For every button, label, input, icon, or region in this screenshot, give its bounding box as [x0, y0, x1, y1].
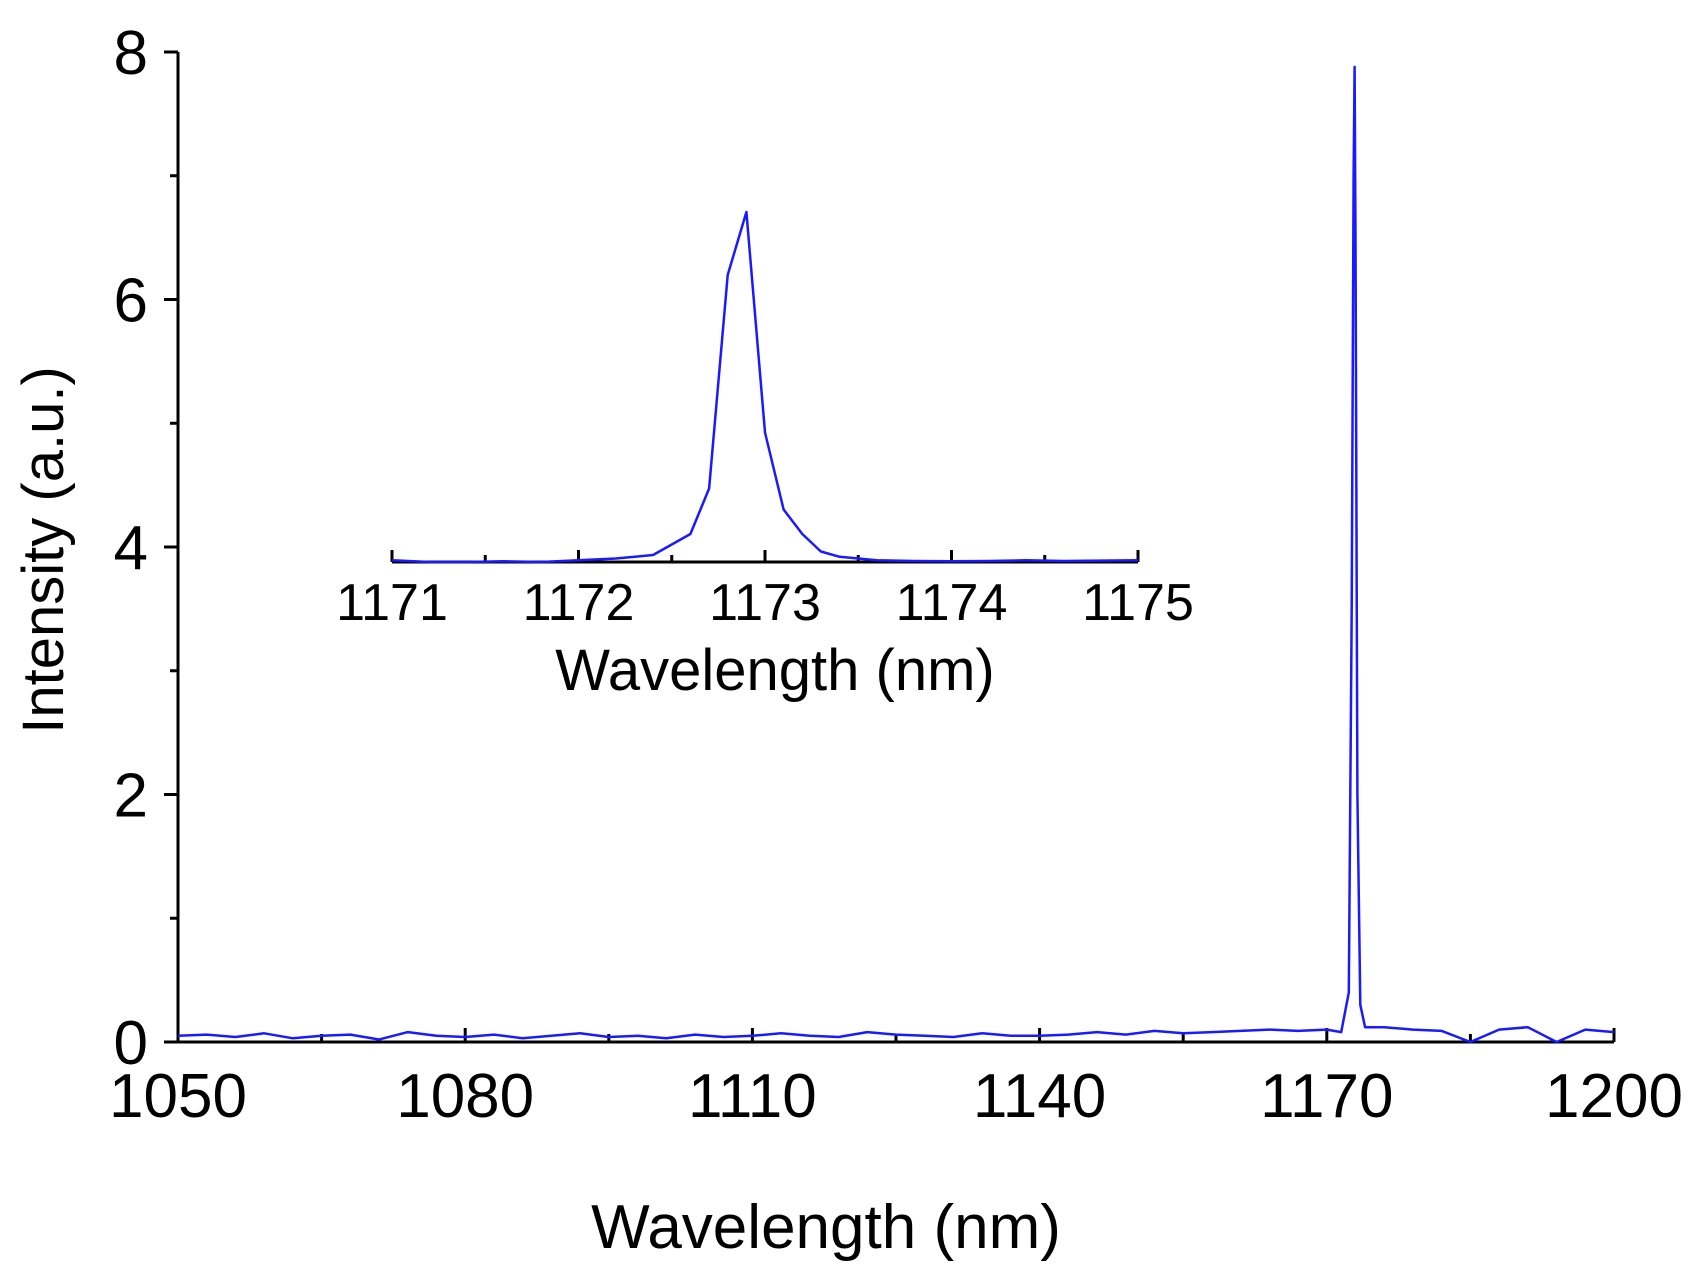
- inset-x-tick-label: 1171: [336, 574, 448, 632]
- main-y-tick-label: 4: [114, 514, 148, 583]
- inset-x-tick-label: 1174: [896, 574, 1008, 632]
- main-x-tick-label: 1080: [396, 1062, 534, 1131]
- main-axes: 1050 1080 1110 1140 1170 1200 0 2 4 6 8: [109, 19, 1683, 1131]
- inset-chart: 1171 1172 1173 1174 1175: [336, 210, 1194, 632]
- main-y-ticks: 0 2 4 6 8: [114, 19, 178, 1078]
- main-x-tick-label: 1140: [973, 1062, 1106, 1131]
- main-y-tick-label: 8: [114, 19, 148, 88]
- main-y-tick-label: 6: [114, 267, 148, 336]
- main-x-tick-label: 1200: [1545, 1062, 1683, 1131]
- main-x-tick-label: 1110: [688, 1062, 817, 1131]
- main-x-ticks: 1050 1080 1110 1140 1170 1200: [109, 1028, 1683, 1131]
- inset-x-tick-label: 1175: [1082, 574, 1194, 632]
- inset-series-line: [391, 210, 1139, 564]
- main-x-tick-label: 1170: [1260, 1062, 1393, 1131]
- main-y-axis-title: Intensity (a.u.): [11, 366, 76, 733]
- main-x-tick-label: 1050: [109, 1062, 247, 1131]
- main-y-tick-label: 0: [114, 1009, 148, 1078]
- inset-x-ticks: 1171 1172 1173 1174 1175: [336, 550, 1194, 632]
- main-series-line: [177, 65, 1615, 1044]
- inset-x-axis-title: Wavelength (nm): [555, 638, 994, 703]
- inset-x-tick-label: 1173: [709, 574, 821, 632]
- main-x-axis-title: Wavelength (nm): [591, 1193, 1061, 1262]
- main-y-tick-label: 2: [114, 762, 148, 831]
- inset-x-tick-label: 1172: [523, 574, 635, 632]
